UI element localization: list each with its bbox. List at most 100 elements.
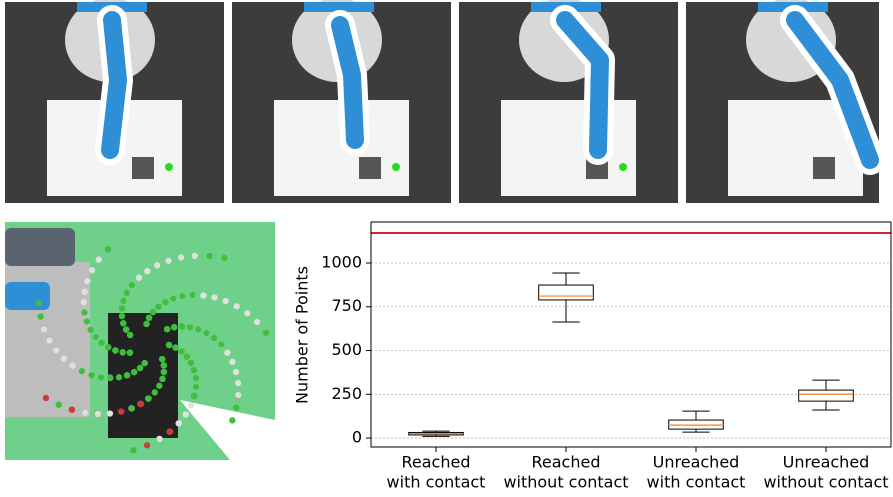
y-tick-label: 0	[352, 428, 362, 447]
cloud-point	[229, 359, 235, 365]
cloud-point	[105, 344, 111, 350]
cloud-point	[203, 330, 209, 336]
cloud-point	[43, 395, 49, 401]
cloud-point	[172, 344, 178, 350]
cloud-point	[142, 360, 148, 366]
cloud-point	[156, 436, 162, 442]
cloud-point	[161, 369, 167, 375]
cloud-point	[193, 384, 199, 390]
cloud-point	[127, 349, 133, 355]
cloud-point	[129, 405, 135, 411]
cloud-point	[235, 392, 241, 398]
cloud-point	[120, 298, 126, 304]
cloud-point	[179, 323, 185, 329]
cloud-point	[36, 300, 42, 306]
cloud-point	[118, 408, 124, 414]
cloud-point	[150, 309, 156, 315]
cloud-point	[81, 289, 87, 295]
x-tick-label: with contact	[647, 473, 746, 492]
point-cloud-render	[5, 222, 275, 460]
cloud-point	[116, 374, 122, 380]
cloud-point	[178, 348, 184, 354]
cloud-point	[37, 313, 43, 319]
cloud-point	[84, 318, 90, 324]
x-tick-label: without contact	[503, 473, 628, 492]
cloud-point	[145, 395, 151, 401]
robot-arm-link	[110, 20, 118, 150]
robot-head	[5, 228, 75, 266]
y-tick-label: 250	[331, 384, 362, 403]
cloud-point	[123, 326, 129, 332]
cloud-point	[129, 282, 135, 288]
cloud-point	[156, 383, 162, 389]
cloud-point	[127, 332, 133, 338]
x-tick-label: Unreached	[653, 453, 740, 472]
cloud-point	[46, 337, 52, 343]
box-plot: Number of Points 02505007501000Reachedwi…	[293, 222, 892, 492]
cloud-point	[183, 411, 189, 417]
cloud-point	[146, 315, 152, 321]
cloud-point	[82, 410, 88, 416]
cloud-point	[191, 367, 197, 373]
cloud-point	[224, 350, 230, 356]
cloud-point	[184, 353, 190, 359]
cloud-point	[171, 324, 177, 330]
cloud-point	[189, 292, 195, 298]
x-tick-label: Reached	[402, 453, 471, 472]
cloud-point	[92, 334, 98, 340]
box	[539, 285, 594, 300]
cloud-point	[152, 389, 158, 395]
cloud-point	[179, 293, 185, 299]
y-axis-label: Number of Points	[293, 266, 312, 404]
cloud-point	[154, 262, 160, 268]
cube	[359, 157, 381, 179]
cloud-point	[159, 376, 165, 382]
x-tick-label: Reached	[532, 453, 601, 472]
cloud-point	[254, 319, 260, 325]
target-dot	[165, 163, 173, 171]
cloud-point	[56, 401, 62, 407]
x-tick-label: Unreached	[783, 453, 870, 472]
cloud-point	[161, 362, 167, 368]
cloud-point	[138, 401, 144, 407]
cloud-point	[234, 303, 240, 309]
box	[799, 390, 854, 401]
cloud-point	[84, 278, 90, 284]
cloud-point	[144, 268, 150, 274]
robot-arm	[5, 282, 50, 310]
cloud-point	[170, 295, 176, 301]
cloud-point	[53, 347, 59, 353]
y-tick-label: 1000	[321, 252, 362, 271]
cloud-point	[211, 335, 217, 341]
cloud-point	[88, 372, 94, 378]
cloud-point	[192, 253, 198, 259]
cloud-point	[167, 428, 173, 434]
cloud-point	[176, 420, 182, 426]
cloud-point	[61, 355, 67, 361]
table	[501, 100, 636, 196]
cloud-point	[206, 253, 212, 259]
cloud-point	[233, 369, 239, 375]
cloud-point	[144, 442, 150, 448]
cloud-point	[98, 339, 104, 345]
simulation-panels	[5, 0, 879, 203]
cloud-point	[112, 347, 118, 353]
cloud-point	[191, 393, 197, 399]
target-dot	[392, 163, 400, 171]
cloud-point	[120, 320, 126, 326]
cloud-point	[166, 342, 172, 348]
cloud-point	[69, 362, 75, 368]
cloud-point	[193, 375, 199, 381]
cloud-point	[98, 374, 104, 380]
cloud-point	[244, 310, 250, 316]
cloud-point	[155, 303, 161, 309]
cloud-point	[229, 417, 235, 423]
cloud-point	[87, 326, 93, 332]
cloud-point	[211, 294, 217, 300]
cloud-point	[178, 254, 184, 260]
cloud-point	[105, 246, 111, 252]
cloud-point	[200, 292, 206, 298]
cloud-point	[89, 267, 95, 273]
x-tick-label: with contact	[387, 473, 486, 492]
cloud-point	[124, 372, 130, 378]
